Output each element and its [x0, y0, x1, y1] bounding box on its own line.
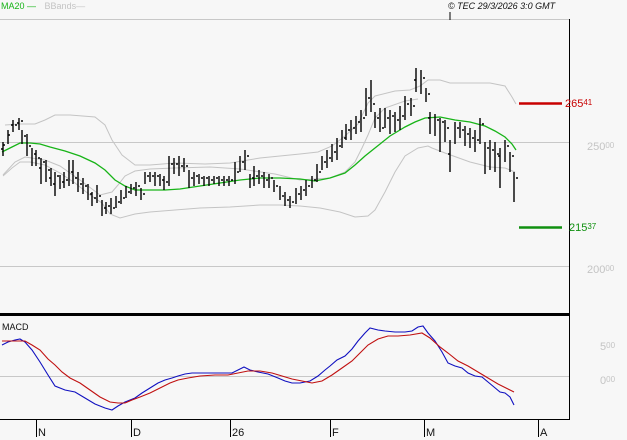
price-label-200: 20000	[587, 264, 615, 276]
macd-label-500: 500	[600, 341, 616, 353]
bband-upper	[4, 79, 517, 166]
x-label-nov: N	[38, 427, 46, 439]
support-label: 21537	[569, 222, 597, 234]
copyright-timestamp: © TEC 29/3/2026 3:0 GMT	[448, 1, 556, 11]
x-label-feb: F	[332, 427, 339, 439]
ohlc-bars	[1, 68, 518, 216]
price-label-250: 25000	[587, 141, 615, 153]
macd-title: MACD	[2, 322, 29, 332]
bband-upper-left	[2, 98, 419, 196]
macd-line	[1, 325, 515, 411]
x-label-apr: A	[540, 427, 548, 439]
ma20-line	[1, 116, 517, 191]
panel-divider	[0, 313, 569, 316]
x-label-2026: 26	[232, 427, 245, 439]
chart-legend: MA20 — BBands—	[1, 0, 85, 12]
bband-lower	[2, 145, 516, 219]
x-label-dec: D	[133, 427, 141, 439]
legend-ma20: MA20	[1, 1, 25, 11]
x-axis-ticks	[36, 420, 539, 437]
resistance-label: 26541	[565, 98, 593, 110]
legend-bbands: BBands	[44, 1, 77, 11]
macd-label-000: 000	[600, 375, 616, 387]
signal-line	[2, 332, 515, 404]
legend-ma20-swatch: —	[24, 1, 37, 11]
x-label-mar: M	[426, 427, 436, 439]
legend-bbands-swatch: —	[76, 1, 86, 11]
